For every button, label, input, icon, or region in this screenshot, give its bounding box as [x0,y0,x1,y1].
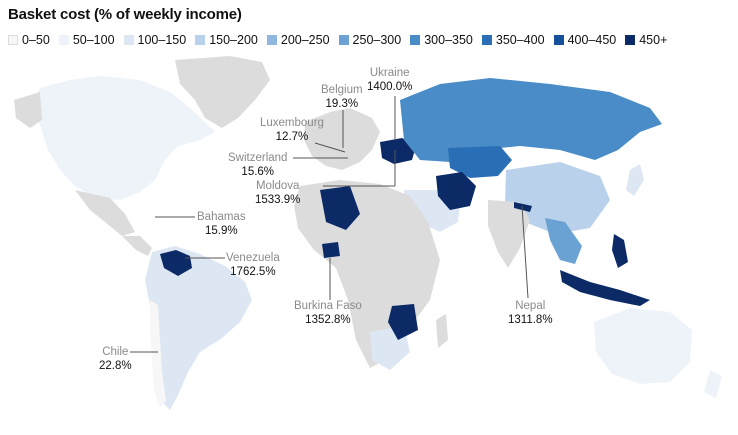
legend-label: 450+ [639,33,668,47]
legend-label: 200–250 [280,33,330,47]
russia [400,78,662,162]
chile [150,300,166,408]
japan [626,164,644,196]
legend-label: 300–350 [424,33,473,47]
legend-label: 0–50 [22,33,50,47]
north-america [30,76,215,200]
central-america [122,236,152,256]
philippines [612,234,628,268]
annotation-value: 19.3% [325,98,359,110]
new-zealand [704,370,722,398]
annotation-name: Belgium [321,84,363,96]
annotation-value: 15.9% [204,225,238,237]
kazakhstan [448,146,512,178]
legend-item: 50–100 [58,33,115,47]
europe [304,108,380,170]
annotation-value: 1352.8% [305,314,351,326]
annotation-switzerland: Switzerland 15.6% [228,151,287,179]
algeria [320,186,360,230]
annotation-bahamas: Bahamas 15.9% [197,210,246,238]
annotation-nepal: Nepal 1311.8% [508,299,553,327]
legend-swatch [266,35,277,45]
legend-swatch [58,35,69,45]
legend-item: 100–150 [123,33,187,47]
annotation-name: Switzerland [228,152,288,164]
annotation-name: Nepal [515,300,546,312]
annotation-value: 15.6% [241,166,275,178]
annotation-venezuela: Venezuela 1762.5% [226,251,280,279]
legend-item: 250–300 [338,33,402,47]
legend-swatch [338,35,349,45]
legend-label: 100–150 [137,33,187,47]
ukraine [380,138,416,164]
madagascar [436,314,448,348]
legend-swatch [8,35,18,45]
south-america [145,246,252,410]
map-title: Basket cost (% of weekly income) [8,6,242,23]
legend-swatch [195,35,206,45]
annotation-name: Venezuela [226,252,280,264]
iran [436,172,476,210]
legend-label: 50–100 [72,33,115,47]
annotation-value: 1311.8% [508,314,553,326]
annotation-name: Luxembourg [260,117,324,129]
venezuela [160,250,192,276]
legend: 0–50 50–100 100–150 150–200 200–250 250–… [8,32,676,48]
india [488,200,530,268]
annotation-chile: Chile 22.8% [99,345,132,373]
legend-label: 350–400 [495,33,545,47]
china [505,162,610,234]
legend-label: 250–300 [352,33,402,47]
legend-swatch [481,35,492,45]
legend-item: 150–200 [195,33,258,47]
annotation-value: 1762.5% [230,266,276,278]
legend-item: 400–450 [553,33,617,47]
africa [294,180,440,368]
mexico [75,190,135,236]
legend-swatch [553,35,564,45]
annotation-value: 12.7% [275,131,309,143]
annotation-belgium: Belgium 19.3% [321,83,363,111]
legend-item: 350–400 [481,33,545,47]
burkina-faso [322,242,340,258]
leader-lines [130,96,529,353]
annotation-name: Ukraine [369,67,410,79]
world-map [14,56,722,410]
luxembourg-leader [314,142,346,153]
nepal [514,202,532,212]
legend-swatch [625,35,636,45]
alaska [14,92,42,128]
indonesia [560,270,650,306]
annotation-ukraine: Ukraine 1400.0% [367,66,412,94]
annotation-value: 1400.0% [367,81,413,93]
annotation-moldova: Moldova 1533.9% [255,179,300,207]
legend-item: 0–50 [8,33,50,47]
legend-item: 200–250 [266,33,330,47]
southeast-asia [545,218,582,264]
annotation-name: Moldova [255,180,300,192]
annotation-name: Burkina Faso [294,300,362,312]
annotation-name: Bahamas [197,211,246,223]
annotation-value: 1533.9% [255,194,301,206]
australia [594,308,692,384]
zimbabwe [388,304,418,340]
legend-swatch [410,35,421,45]
annotation-name: Chile [102,346,129,358]
greenland [175,56,270,128]
annotation-burkina-faso: Burkina Faso 1352.8% [294,299,362,327]
legend-swatch [123,35,134,45]
legend-item: 450+ [625,33,667,47]
legend-label: 150–200 [209,33,258,47]
legend-label: 400–450 [567,33,617,47]
nepal-leader [521,205,529,299]
annotation-luxembourg: Luxembourg 12.7% [260,116,324,144]
legend-item: 300–350 [410,33,473,47]
annotation-value: 22.8% [99,360,132,372]
